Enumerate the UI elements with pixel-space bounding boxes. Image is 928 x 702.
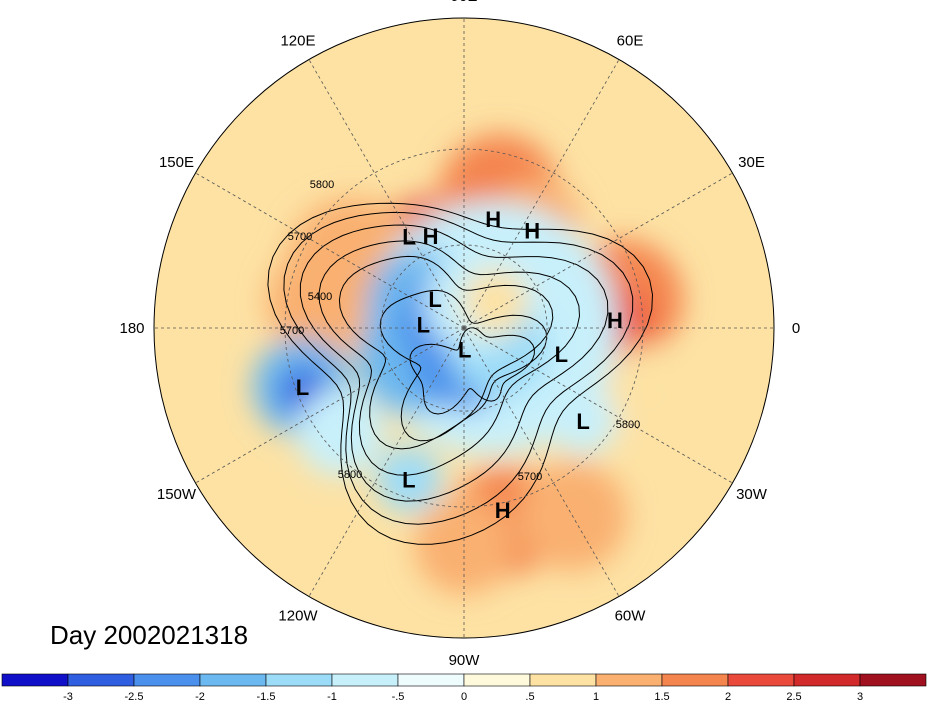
low-pressure-label: L bbox=[402, 225, 415, 250]
anomaly-blob bbox=[296, 387, 385, 476]
meridian-line bbox=[308, 59, 465, 329]
colorbar-box bbox=[859, 673, 927, 687]
colorbar-box bbox=[331, 673, 399, 687]
colorbar-tick-label: 1 bbox=[593, 691, 599, 702]
latitude-circle bbox=[380, 244, 548, 412]
longitude-label: 150W bbox=[157, 486, 197, 503]
colorbar-tick-label: -1 bbox=[327, 691, 337, 702]
map-disk bbox=[154, 18, 774, 638]
height-contour bbox=[338, 255, 554, 450]
longitude-label: 90E bbox=[451, 0, 478, 5]
low-pressure-label: L bbox=[417, 312, 430, 337]
colorbar-box bbox=[67, 673, 135, 687]
high-pressure-label: H bbox=[485, 207, 501, 232]
low-pressure-label: L bbox=[555, 342, 568, 367]
low-pressure-label: L bbox=[458, 338, 471, 363]
colorbar-tick-label: 0 bbox=[461, 691, 467, 702]
high-pressure-label: H bbox=[423, 224, 439, 249]
colorbar-box bbox=[727, 673, 795, 687]
anomaly-blob bbox=[462, 268, 529, 335]
colorbar: -3 -2.5 -2 -1.5 -1 -.5 0 .5 1 1.5 2 2.5 3 bbox=[1, 673, 927, 702]
colorbar-ticks: -3 -2.5 -2 -1.5 -1 -.5 0 .5 1 1.5 2 2.5 3 bbox=[63, 691, 863, 702]
meridian-line bbox=[463, 59, 620, 329]
contour-labels: 5800 5700 5400 5700 5800 5700 5800 bbox=[280, 179, 640, 483]
longitude-label: 60W bbox=[615, 608, 647, 625]
colorbar-box bbox=[595, 673, 663, 687]
colorbar-box bbox=[397, 673, 465, 687]
height-contour bbox=[379, 289, 548, 442]
meridian-line bbox=[308, 327, 465, 597]
lat-lon-grid bbox=[154, 18, 774, 638]
meridian-line bbox=[195, 172, 465, 329]
colorbar-tick-label: -3 bbox=[63, 691, 73, 702]
anomaly-blob bbox=[600, 346, 700, 446]
contour-value-label: 5400 bbox=[308, 291, 332, 303]
contour-value-label: 5800 bbox=[338, 469, 362, 481]
longitude-labels: 90E 60E 30E 0 30W 60W 90W 120W 150W 180 150E 120E bbox=[119, 0, 800, 669]
colorbar-box bbox=[793, 673, 861, 687]
contour-value-label: 5700 bbox=[288, 231, 312, 243]
height-contour bbox=[318, 240, 581, 476]
colorbar-box bbox=[1, 673, 69, 687]
contour-value-label: 5700 bbox=[518, 471, 542, 483]
height-contour bbox=[267, 202, 654, 545]
colorbar-tick-label: -1.5 bbox=[257, 691, 276, 702]
day-label: Day 2002021318 bbox=[50, 620, 249, 650]
longitude-label: 120W bbox=[278, 608, 318, 625]
low-pressure-label: L bbox=[402, 468, 415, 493]
colorbar-box bbox=[463, 673, 531, 687]
longitude-label: 60E bbox=[617, 32, 644, 49]
high-pressure-label: H bbox=[607, 308, 623, 333]
colorbar-tick-label: 2 bbox=[725, 691, 731, 702]
height-contour bbox=[283, 211, 634, 525]
colorbar-box bbox=[661, 673, 729, 687]
colorbar-box bbox=[529, 673, 597, 687]
colorbar-box bbox=[133, 673, 201, 687]
height-contours bbox=[267, 202, 654, 545]
longitude-label: 150E bbox=[159, 154, 194, 171]
meridian-line bbox=[195, 327, 465, 484]
longitude-label: 90W bbox=[449, 652, 481, 669]
colorbar-box bbox=[199, 673, 267, 687]
high-pressure-label: H bbox=[524, 219, 540, 244]
height-contour bbox=[299, 224, 609, 502]
longitude-label: 30E bbox=[738, 154, 765, 171]
colorbar-tick-label: 3 bbox=[857, 691, 863, 702]
meridian-line bbox=[463, 327, 620, 597]
longitude-label: 0 bbox=[792, 320, 800, 337]
meridian-line bbox=[463, 172, 733, 329]
height-contour bbox=[409, 327, 535, 415]
longitude-label: 30W bbox=[736, 486, 768, 503]
low-pressure-label: L bbox=[296, 375, 309, 400]
low-pressure-label: L bbox=[576, 409, 589, 434]
meridian-line bbox=[463, 327, 733, 484]
colorbar-box bbox=[265, 673, 333, 687]
high-pressure-label: H bbox=[495, 498, 511, 523]
colorbar-tick-label: 2.5 bbox=[786, 691, 801, 702]
low-pressure-label: L bbox=[428, 287, 441, 312]
longitude-label: 120E bbox=[280, 32, 315, 49]
anomaly-blob bbox=[266, 247, 377, 358]
colorbar-boxes bbox=[1, 673, 927, 687]
map-border bbox=[153, 17, 775, 639]
colorbar-tick-label: 1.5 bbox=[654, 691, 669, 702]
colorbar-tick-label: -.5 bbox=[392, 691, 405, 702]
latitude-circle bbox=[284, 148, 644, 508]
contour-value-label: 5800 bbox=[310, 179, 334, 191]
contour-value-label: 5800 bbox=[616, 419, 640, 431]
longitude-label: 180 bbox=[119, 320, 144, 337]
contour-value-label: 5700 bbox=[280, 325, 304, 337]
colorbar-tick-label: .5 bbox=[525, 691, 534, 702]
anomaly-blob bbox=[375, 446, 442, 513]
colorbar-tick-label: -2.5 bbox=[125, 691, 144, 702]
colorbar-tick-label: -2 bbox=[195, 691, 205, 702]
